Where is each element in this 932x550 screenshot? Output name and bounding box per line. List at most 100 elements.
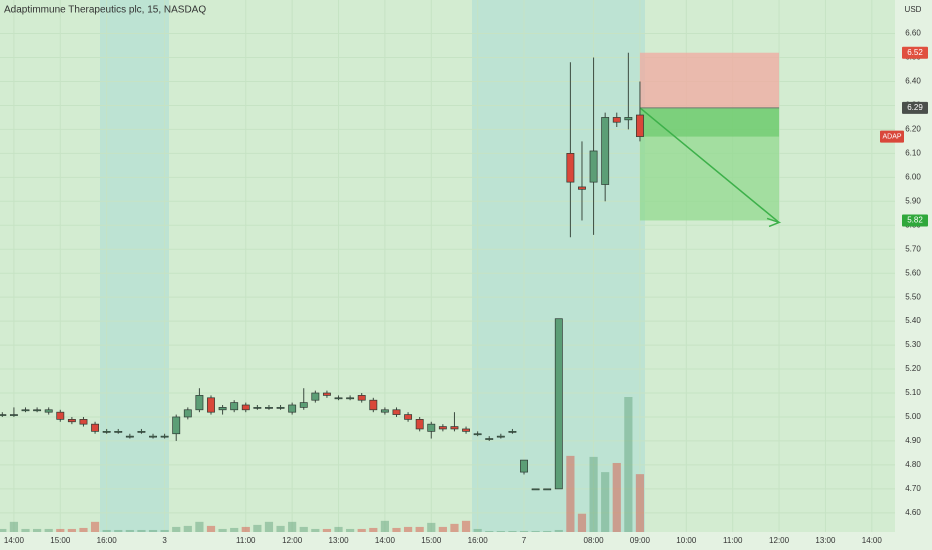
x-tick-label: 11:00: [723, 536, 743, 545]
volume-bar: [183, 525, 192, 532]
candle-body: [79, 419, 88, 425]
x-tick-label: 14:00: [375, 536, 396, 545]
volume-bar: [601, 472, 610, 532]
volume-bar: [508, 530, 517, 532]
session-shade: [100, 0, 169, 532]
x-tick-label: 12:00: [769, 536, 790, 545]
y-tick-label: 5.20: [905, 364, 921, 373]
candle-body: [322, 392, 331, 396]
candle-body: [508, 431, 517, 433]
candle-body: [311, 392, 320, 401]
y-tick-label: 5.10: [905, 388, 921, 397]
x-tick-label: 10:00: [676, 536, 697, 545]
volume-bar: [299, 526, 308, 532]
entry-price-label-bg: [902, 101, 928, 114]
candle-body: [0, 414, 7, 416]
candle-body: [265, 407, 273, 409]
candle-body: [462, 428, 470, 432]
volume-bar: [403, 526, 413, 532]
x-tick-label: 14:00: [4, 536, 25, 545]
volume-bar: [380, 520, 389, 532]
candle-body: [230, 402, 239, 411]
candle-layer: [0, 52, 644, 491]
candle-body: [241, 404, 250, 411]
candle-body: [125, 435, 134, 438]
candle-body: [114, 431, 123, 433]
volume-bar: [589, 456, 598, 532]
volume-bar: [125, 529, 134, 532]
volume-bar: [427, 522, 436, 532]
candle-body: [44, 409, 53, 413]
position-tool: [639, 52, 782, 228]
candle-body: [415, 419, 424, 430]
y-tick-label: 5.90: [905, 196, 921, 205]
candle-body: [91, 423, 100, 432]
candle-body: [473, 433, 482, 436]
y-tick-label: 6.00: [905, 172, 921, 181]
candle-body: [589, 150, 598, 183]
volume-bar: [543, 530, 552, 532]
volume-bar: [322, 528, 332, 532]
candle-body: [160, 435, 169, 438]
y-tick-label: 5.00: [905, 412, 921, 421]
volume-layer: [0, 397, 645, 532]
target-price-label-bg: [902, 214, 928, 227]
volume-bar: [218, 528, 227, 532]
candle-body: [67, 419, 76, 423]
volume-bar: [392, 527, 401, 532]
volume-bar: [450, 523, 459, 532]
candle-body: [253, 407, 262, 409]
candle-body: [334, 397, 343, 400]
volume-bar: [311, 528, 320, 532]
volume-bar: [461, 520, 471, 532]
y-tick-label: 5.40: [905, 316, 921, 325]
chart-title: Adaptimmune Therapeutics plc, 15, NASDAQ: [4, 5, 206, 16]
target-price-label: 5.82: [907, 216, 923, 225]
volume-bar: [102, 529, 111, 532]
x-tick-label: 08:00: [584, 536, 605, 545]
volume-bar: [635, 474, 645, 532]
candle-body: [288, 404, 297, 413]
volume-bar: [415, 526, 424, 532]
volume-bar: [264, 521, 274, 532]
x-tick-label: 15:00: [421, 536, 442, 545]
volume-bar: [241, 526, 250, 532]
entry-price-label: 6.29: [907, 103, 923, 112]
x-tick-label: 09:00: [630, 536, 651, 545]
y-tick-label: 6.20: [905, 125, 921, 134]
volume-bar: [276, 525, 285, 532]
candle-body: [21, 409, 30, 412]
candle-body: [102, 431, 111, 433]
candle-body: [137, 431, 146, 433]
volume-bar: [56, 528, 65, 532]
arrow-head: [766, 217, 782, 228]
candle-body: [450, 426, 459, 430]
volume-bar: [612, 462, 621, 532]
candle-body: [172, 416, 181, 435]
candle-body: [380, 409, 389, 413]
y-tick-label: 6.10: [905, 148, 921, 157]
y-tick-label: 6.60: [905, 29, 921, 38]
candle-body: [624, 117, 633, 121]
y-tick-label: 5.50: [905, 292, 921, 301]
volume-bar: [438, 526, 447, 532]
volume-bar: [577, 513, 587, 532]
volume-bar: [346, 528, 355, 532]
volume-bar: [9, 521, 19, 532]
x-tick-label: 13:00: [815, 536, 836, 545]
candle-body: [438, 426, 447, 430]
candle-body: [392, 409, 401, 415]
volume-bar: [624, 397, 633, 532]
profit-zone: [639, 107, 780, 137]
volume-bar: [160, 529, 169, 532]
label-layer: 4.60 4.70 4.80 4.90 5.00 5.10 5.20 5.30 5.40 5.50…: [4, 29, 928, 545]
candle-body: [299, 402, 308, 408]
candle-body: [33, 409, 42, 412]
candle-body: [554, 318, 563, 490]
volume-bar: [473, 528, 482, 532]
y-axis-label: USD: [905, 5, 922, 14]
y-tick-label: 5.60: [905, 268, 921, 277]
volume-bar: [485, 530, 494, 532]
trade-arrow: [639, 107, 780, 224]
